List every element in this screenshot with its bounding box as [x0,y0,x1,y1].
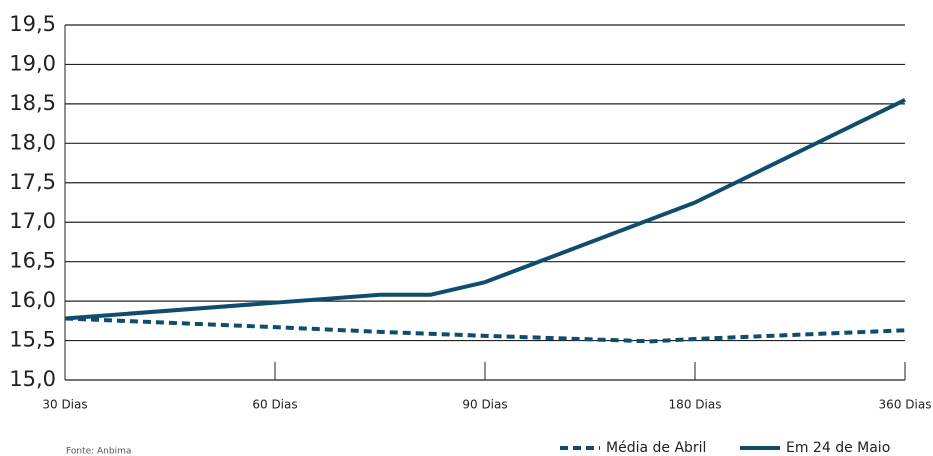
y-tick-label: 18,5 [9,91,56,115]
y-tick-label: 19,5 [9,12,56,36]
y-tick-label: 17,5 [9,170,56,194]
x-tick-label: 360 Dias [879,398,932,412]
line-series [64,98,906,321]
source: Fonte: Anbima [66,447,131,456]
y-tick-label: 18,0 [9,130,56,154]
y-tick-label: 15,5 [9,328,56,352]
x-tick-label: 60 Dias [252,398,297,412]
legend-label: Média de Abril [606,440,706,456]
x-tick-label: 90 Dias [462,398,507,412]
y-tick-label: 16,0 [9,288,56,312]
line-series [64,316,906,344]
y-tick-label: 19,0 [9,51,56,75]
y-tick-label: 15,0 [9,367,56,391]
legend-label: Em 24 de Maio [786,440,890,456]
x-tick-label: 180 Dias [669,398,722,412]
y-tick-label: 16,5 [9,249,56,273]
y-tick-label: 17,0 [9,209,56,233]
x-tick-label: 30 Dias [42,398,87,412]
